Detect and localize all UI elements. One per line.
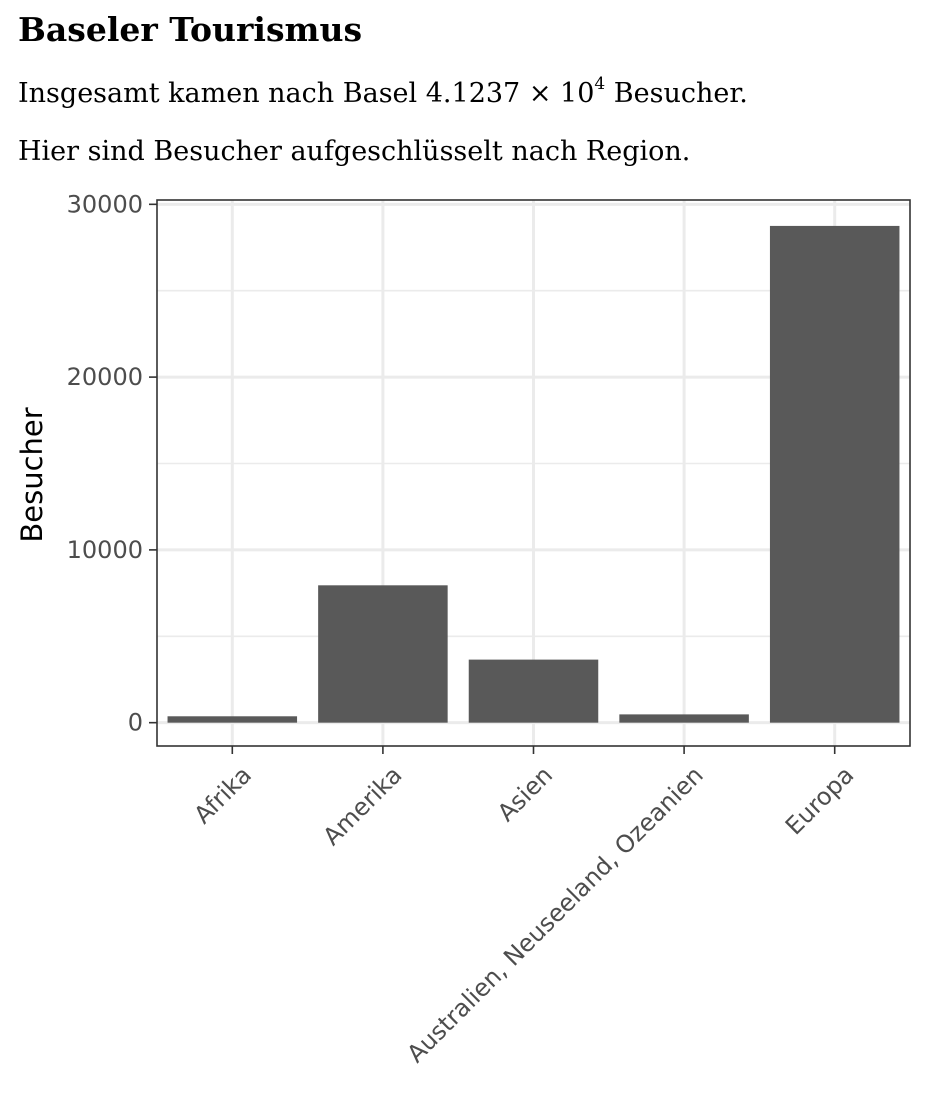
x-tick-label: Australien, Neuseeland, Ozeanien	[402, 761, 709, 1068]
y-axis-title: Besucher	[15, 407, 49, 542]
total-visitors-mantissa: 4.1237	[425, 78, 521, 109]
y-axis: 0 10000 20000 30000	[67, 190, 157, 737]
y-tick-label: 20000	[67, 363, 143, 391]
page-title: Baseler Tourismus	[18, 10, 363, 49]
intro-prefix: Insgesamt kamen nach Basel	[18, 78, 426, 109]
total-visitors-times: × 10	[520, 78, 595, 109]
bar-europa	[769, 225, 900, 723]
bar-australien-neuseeland-ozeanien	[619, 714, 749, 723]
total-visitors-exponent: 4	[594, 74, 606, 94]
intro-paragraph: Insgesamt kamen nach Basel 4.1237 × 104 …	[18, 76, 748, 110]
intro-suffix: Besucher.	[605, 78, 748, 109]
bar-asien	[468, 659, 599, 723]
y-tick-label: 0	[128, 709, 143, 737]
x-tick-label: Europa	[780, 761, 859, 840]
x-tick-label: Afrika	[189, 761, 257, 829]
bar-amerika	[318, 585, 448, 723]
bars-group	[167, 225, 900, 723]
x-tick-label: Amerika	[318, 761, 408, 851]
x-tick-label: Asien	[492, 761, 558, 827]
y-tick-label: 10000	[67, 536, 143, 564]
breakdown-paragraph: Hier sind Besucher aufgeschlüsselt nach …	[18, 136, 691, 167]
y-tick-label: 30000	[67, 190, 143, 218]
bar-afrika	[167, 716, 298, 723]
